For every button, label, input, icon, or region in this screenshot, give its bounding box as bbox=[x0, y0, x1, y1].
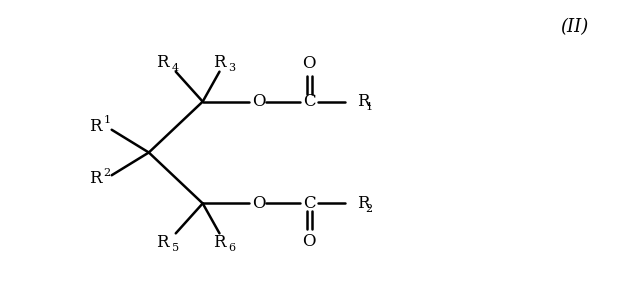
Text: 5: 5 bbox=[172, 243, 179, 253]
Text: R: R bbox=[156, 234, 169, 251]
Text: R: R bbox=[156, 54, 169, 71]
Text: R: R bbox=[89, 118, 101, 135]
Text: 2: 2 bbox=[103, 168, 110, 178]
Text: 2: 2 bbox=[366, 204, 373, 214]
Text: O: O bbox=[303, 55, 316, 72]
Text: 1: 1 bbox=[103, 115, 110, 125]
Text: C: C bbox=[303, 93, 316, 110]
Text: R: R bbox=[213, 54, 226, 71]
Text: O: O bbox=[252, 195, 265, 212]
Text: 6: 6 bbox=[229, 243, 235, 253]
Text: R: R bbox=[356, 93, 369, 110]
Text: R: R bbox=[89, 170, 101, 187]
Text: O: O bbox=[303, 233, 316, 250]
Text: R: R bbox=[356, 195, 369, 212]
Text: O: O bbox=[252, 93, 265, 110]
Text: C: C bbox=[303, 195, 316, 212]
Text: 3: 3 bbox=[229, 63, 235, 73]
Text: 4: 4 bbox=[172, 63, 179, 73]
Text: R: R bbox=[213, 234, 226, 251]
Text: 1: 1 bbox=[366, 102, 373, 112]
Text: (II): (II) bbox=[560, 18, 588, 36]
